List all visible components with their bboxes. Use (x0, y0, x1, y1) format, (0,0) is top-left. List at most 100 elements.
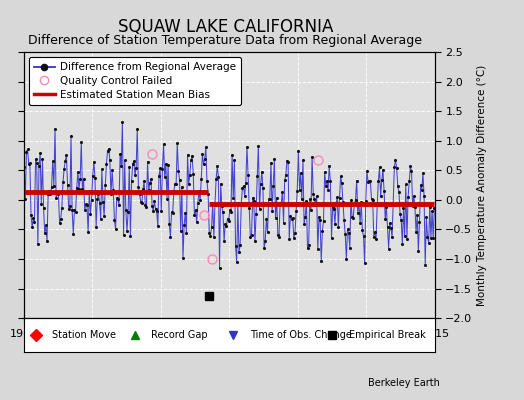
Point (226, 207, 234, 213)
Point (214, 174, 223, 180)
Point (350, 201, 358, 208)
Point (251, 238, 259, 244)
Point (26, 160, 34, 167)
Point (343, 226, 352, 232)
Point (336, 173, 345, 180)
Point (131, 172, 139, 179)
Point (246, 234, 255, 241)
Point (268, 208, 276, 215)
Point (374, 178, 383, 184)
Point (235, 249, 243, 256)
Point (342, 256, 351, 262)
Point (236, 242, 244, 248)
Point (224, 218, 233, 224)
Point (164, 162, 172, 168)
Point (189, 170, 198, 177)
Point (196, 197, 204, 203)
Point (203, 178, 211, 184)
Point (78, 186, 86, 192)
Point (217, 203, 226, 210)
Point (332, 200, 340, 207)
Point (330, 206, 338, 212)
Point (197, 176, 205, 183)
Point (237, 201, 245, 208)
Point (376, 193, 385, 199)
Point (212, 176, 220, 183)
Point (397, 217, 406, 223)
Point (276, 200, 285, 206)
Point (382, 204, 390, 211)
Point (234, 200, 242, 206)
Point (156, 165, 165, 171)
Point (135, 190, 144, 197)
Point (58, 205, 66, 211)
Point (174, 168, 182, 174)
Point (256, 181, 265, 188)
Point (53, 189, 61, 196)
Point (239, 183, 248, 189)
Point (367, 196, 376, 202)
Point (326, 178, 334, 184)
Point (170, 188, 178, 194)
Point (245, 205, 254, 212)
Point (321, 169, 329, 175)
Point (128, 160, 137, 167)
Point (27, 212, 35, 218)
Point (88, 197, 96, 203)
Point (110, 216, 118, 223)
Point (303, 245, 312, 252)
Point (47, 184, 56, 190)
Point (286, 213, 294, 219)
Point (310, 196, 319, 202)
Point (104, 146, 113, 152)
Point (261, 238, 269, 244)
Point (150, 198, 159, 204)
Point (266, 196, 274, 202)
Text: SQUAW LAKE CALIFORNIA: SQUAW LAKE CALIFORNIA (117, 18, 333, 36)
Point (331, 221, 339, 227)
Point (399, 205, 408, 211)
Point (49, 158, 57, 164)
Point (204, 190, 212, 197)
Point (424, 239, 433, 246)
Point (228, 152, 236, 159)
Point (119, 232, 128, 238)
Point (59, 179, 67, 185)
Point (194, 200, 202, 206)
Point (313, 246, 322, 253)
Point (413, 212, 421, 218)
Point (408, 202, 417, 209)
Point (249, 198, 258, 204)
Point (137, 198, 145, 205)
Point (96, 216, 105, 222)
Point (51, 126, 59, 132)
Point (91, 175, 99, 182)
Point (113, 195, 121, 202)
Point (284, 159, 292, 166)
Point (161, 160, 170, 167)
Point (169, 210, 177, 216)
Point (94, 190, 103, 197)
Point (201, 156, 209, 162)
Point (115, 202, 123, 208)
Point (173, 140, 181, 147)
Point (380, 188, 388, 194)
Point (271, 215, 280, 222)
Point (72, 185, 81, 192)
Point (301, 214, 310, 220)
Point (274, 231, 282, 238)
Point (259, 185, 267, 192)
Point (317, 258, 325, 264)
Point (379, 166, 387, 173)
Point (22, 148, 30, 155)
Text: Empirical Break: Empirical Break (348, 330, 425, 340)
Point (75, 186, 83, 192)
Point (106, 157, 114, 164)
Point (305, 196, 314, 202)
Point (300, 221, 308, 228)
Text: Record Gap: Record Gap (151, 330, 208, 340)
Point (45, 188, 53, 194)
Point (365, 178, 374, 184)
Point (420, 192, 428, 199)
Point (333, 194, 342, 200)
